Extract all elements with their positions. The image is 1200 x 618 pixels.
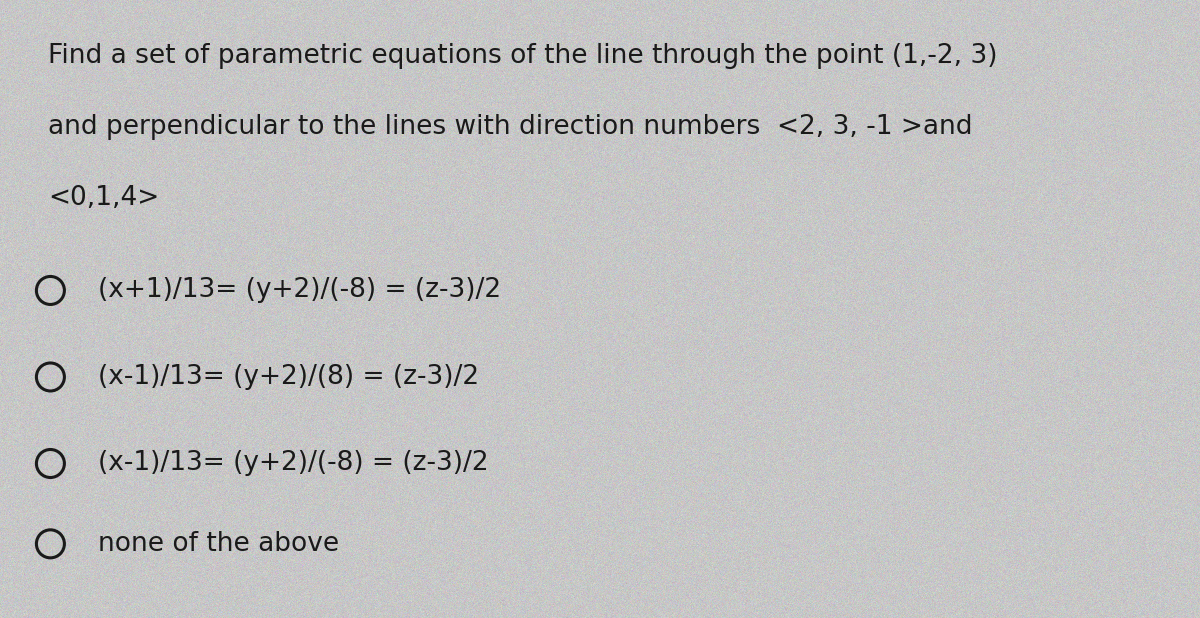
Text: (x-1)/13= (y+2)/(8) = (z-3)/2: (x-1)/13= (y+2)/(8) = (z-3)/2 [98, 364, 480, 390]
Text: <0,1,4>: <0,1,4> [48, 185, 160, 211]
Text: and perpendicular to the lines with direction numbers  <2, 3, -1 >and: and perpendicular to the lines with dire… [48, 114, 972, 140]
Text: (x+1)/13= (y+2)/(-8) = (z-3)/2: (x+1)/13= (y+2)/(-8) = (z-3)/2 [98, 277, 502, 303]
Text: (x-1)/13= (y+2)/(-8) = (z-3)/2: (x-1)/13= (y+2)/(-8) = (z-3)/2 [98, 451, 490, 476]
Text: none of the above: none of the above [98, 531, 340, 557]
Text: Find a set of parametric equations of the line through the point (1,-2, 3): Find a set of parametric equations of th… [48, 43, 997, 69]
